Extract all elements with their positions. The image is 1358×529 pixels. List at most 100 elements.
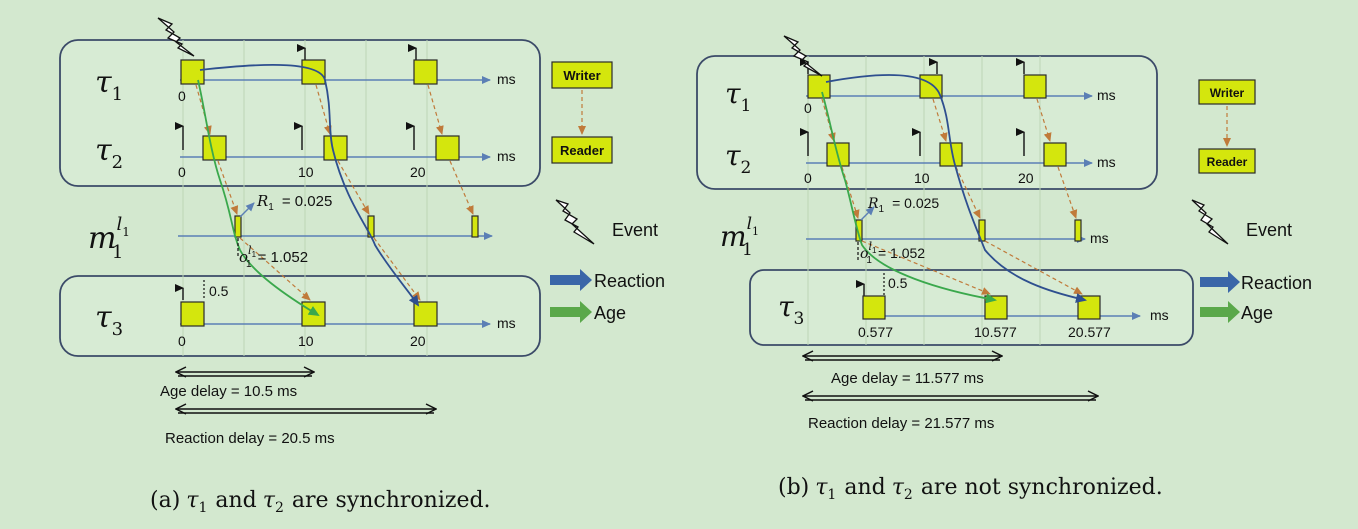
- reader-box: [551, 136, 613, 164]
- age-chain: [197, 79, 320, 317]
- tau2-tick: 0: [178, 164, 186, 180]
- tau1-job-1: [919, 74, 943, 99]
- age-label: Age: [1241, 303, 1273, 323]
- tau1-unit: ms: [497, 71, 516, 87]
- tau2-label: τ2: [95, 133, 123, 173]
- panel-a: τ1 τ2 τ3 ml1 1 ms ms ms 0.5: [59, 17, 541, 516]
- message-instance-2: [1074, 219, 1082, 242]
- reaction-delay-label: Reaction delay = 20.5 ms: [165, 430, 335, 447]
- tau1-job-1: [301, 59, 326, 85]
- age-arrow-icon: [1200, 301, 1240, 323]
- reader-label: Reader: [560, 143, 604, 158]
- panel-b: τ1 τ2 τ3 ml1 1 ms ms ms ms 0.5: [696, 35, 1312, 503]
- reader-label: Reader: [1207, 155, 1248, 169]
- event-lightning-icon: [555, 199, 595, 245]
- tau1-job-2: [413, 59, 438, 85]
- message-unit: ms: [1090, 230, 1109, 246]
- writer-box: [1198, 79, 1256, 105]
- reaction-label: Reaction: [594, 271, 665, 291]
- write-read-arrow: [955, 166, 981, 219]
- reaction-chain: [199, 63, 420, 307]
- tau3-job-0: [862, 295, 886, 320]
- tau3-tick: 0: [178, 333, 186, 349]
- tau2-unit: ms: [1097, 154, 1116, 170]
- writer-box: [551, 61, 613, 89]
- age-arrow-icon: [550, 301, 592, 323]
- tau2-label: τ2: [725, 139, 751, 178]
- tau1-job-0: [180, 59, 205, 85]
- tau2-tick: 20: [410, 164, 426, 180]
- tau2-job-2: [435, 135, 460, 161]
- reaction-chain: [825, 74, 1087, 303]
- legend: Writer Reader Event Reaction Age: [550, 61, 665, 323]
- tau2-tick: 10: [298, 164, 314, 180]
- tau2-tick: 20: [1018, 170, 1034, 186]
- r1-arrow: [860, 206, 875, 221]
- writer-label: Writer: [1210, 86, 1245, 100]
- write-read-arrow: [984, 240, 1083, 295]
- write-read-arrow: [373, 237, 421, 301]
- caption-b: (b) τ1 and τ2 are not synchronized.: [778, 475, 1163, 503]
- tau2-tick: 10: [914, 170, 930, 186]
- tau1-tick: 0: [178, 88, 186, 104]
- age-delay-label: Age delay = 11.577 ms: [831, 370, 984, 387]
- reaction-arrow-icon: [550, 269, 592, 291]
- r1-label: R1 = 0.025: [867, 195, 939, 215]
- message-label: ml1 1: [88, 214, 130, 263]
- reaction-label: Reaction: [1241, 273, 1312, 293]
- tau3-unit: ms: [497, 315, 516, 331]
- r1-arrow: [239, 202, 255, 218]
- tau2-tick: 0: [804, 170, 812, 186]
- write-read-arrow: [449, 160, 474, 215]
- tau1-label: τ1: [725, 77, 751, 116]
- reaction-arrow-icon: [1200, 271, 1240, 293]
- tau3-tick: 20.577: [1068, 324, 1111, 340]
- r1-label: R1 = 0.025: [256, 192, 332, 213]
- age-label: Age: [594, 303, 626, 323]
- write-read-arrow: [1036, 98, 1052, 142]
- event-label: Event: [612, 220, 658, 240]
- phase-offset-label: ol1 1 = 1.052: [860, 240, 925, 266]
- offset-label: 0.5: [209, 283, 229, 299]
- write-read-arrow: [315, 84, 332, 135]
- message-label: ml1 1: [720, 214, 759, 260]
- offset-label: 0.5: [888, 275, 908, 291]
- message-instance-0: [234, 215, 242, 238]
- tau3-label: τ3: [95, 300, 123, 340]
- tau2-unit: ms: [497, 148, 516, 164]
- tau1-tick: 0: [804, 100, 812, 116]
- write-read-arrow: [861, 240, 991, 295]
- tau3-job-2: [413, 301, 438, 327]
- write-read-arrow: [932, 98, 948, 142]
- tau1-label: τ1: [95, 65, 123, 105]
- event-lightning-icon: [783, 35, 823, 77]
- reaction-delay-label: Reaction delay = 21.577 ms: [808, 415, 994, 432]
- tau3-label: τ3: [778, 290, 804, 329]
- tau1-unit: ms: [1097, 87, 1116, 103]
- event-lightning-icon: [157, 17, 195, 57]
- tau1-job-0: [807, 74, 831, 99]
- tau3-tick: 10.577: [974, 324, 1017, 340]
- write-read-arrow: [841, 166, 860, 219]
- tau3-unit: ms: [1150, 307, 1169, 323]
- tau1-job-2: [1023, 74, 1047, 99]
- write-read-arrow: [1057, 166, 1078, 219]
- message-instance-0: [855, 219, 863, 242]
- write-read-arrow: [217, 160, 239, 215]
- tau3-tick: 10: [298, 333, 314, 349]
- write-read-arrow: [239, 237, 311, 301]
- writer-label: Writer: [563, 68, 600, 83]
- tau3-tick: 20: [410, 333, 426, 349]
- write-read-arrow: [337, 160, 370, 215]
- caption-a: (a) τ1 and τ2 are synchronized.: [150, 488, 491, 516]
- message-instance-2: [471, 215, 479, 238]
- tau3-job-1: [301, 301, 326, 327]
- age-delay-label: Age delay = 10.5 ms: [160, 383, 297, 400]
- tau3-tick: 0.577: [858, 324, 893, 340]
- age-chain: [821, 91, 997, 304]
- phase-offset-label: ol1 1 = 1.052: [239, 244, 308, 270]
- tau2-job-2: [1043, 142, 1067, 167]
- tau3-job-0: [180, 301, 205, 327]
- event-label: Event: [1246, 220, 1292, 240]
